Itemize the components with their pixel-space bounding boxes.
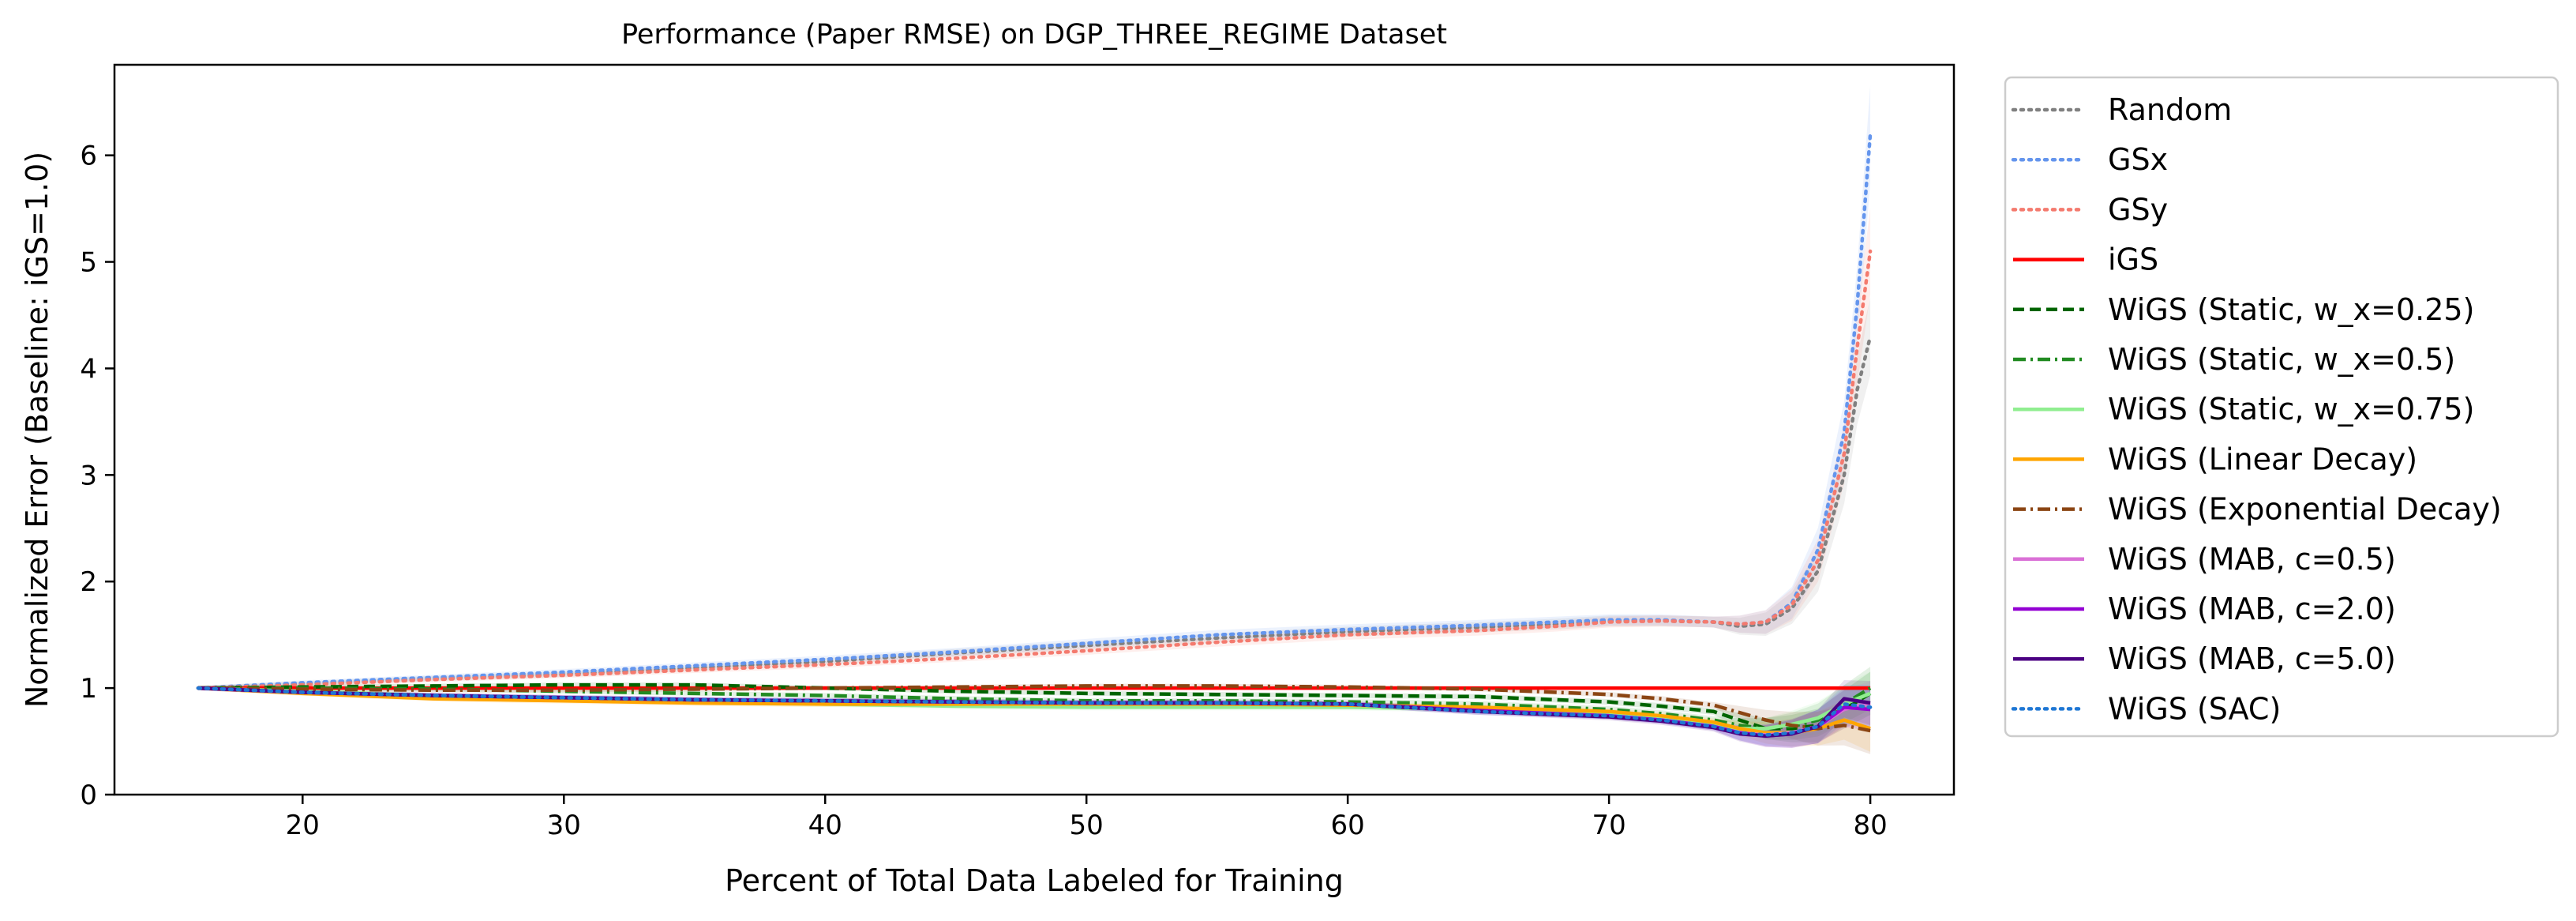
legend-item: GSx [2011, 142, 2168, 177]
legend-label: GSx [2108, 142, 2168, 177]
y-tick-label: 5 [80, 247, 97, 279]
x-tick-label: 60 [1331, 810, 1365, 841]
x-tick-label: 70 [1592, 810, 1625, 841]
legend-item: WiGS (Static, w_x=0.75) [2013, 392, 2474, 427]
x-axis-label: Percent of Total Data Labeled for Traini… [725, 863, 1344, 898]
series-gsy [196, 249, 1873, 690]
x-tick-label: 50 [1070, 810, 1104, 841]
series-gsx [196, 132, 1873, 690]
series-wigs-sac [196, 686, 1873, 737]
y-tick-label: 0 [80, 780, 97, 811]
y-tick-label: 3 [80, 460, 97, 491]
x-axis-ticks: 20 30 40 50 60 70 80 [286, 795, 1888, 841]
legend-label: WiGS (Static, w_x=0.25) [2108, 292, 2474, 327]
series-random [196, 334, 1873, 690]
legend-item: WiGS (MAB, c=0.5) [2013, 542, 2396, 577]
legend-label: WiGS (Exponential Decay) [2108, 492, 2502, 527]
band-wigs-exponential-decay [197, 683, 1871, 754]
x-tick-label: 30 [547, 810, 581, 841]
plot-frame [113, 63, 1955, 796]
legend-label: WiGS (Static, w_x=0.75) [2108, 392, 2474, 427]
legend-label: WiGS (SAC) [2108, 691, 2281, 726]
legend-frame [2004, 76, 2559, 738]
series-wigs-exponential-decay [197, 684, 1871, 733]
legend-label: WiGS (MAB, c=2.0) [2108, 592, 2396, 626]
y-tick-label: 1 [80, 673, 97, 705]
y-axis-label: Normalized Error (Baseline: iGS=1.0) [20, 152, 54, 708]
legend-label: GSy [2108, 192, 2168, 227]
legend: Random GSx GSy iGS WiGS (Static, w_x=0.25) Wi… [2004, 76, 2559, 738]
y-tick-label: 6 [80, 141, 97, 172]
x-tick-label: 20 [286, 810, 320, 841]
band-random [197, 297, 1871, 690]
band-gsy [197, 208, 1871, 690]
legend-label: WiGS (MAB, c=0.5) [2108, 542, 2396, 577]
series-lines [196, 132, 1873, 739]
legend-label: WiGS (MAB, c=5.0) [2108, 641, 2396, 676]
x-tick-label: 80 [1853, 810, 1887, 841]
legend-item: WiGS (Static, w_x=0.25) [2013, 292, 2474, 327]
x-tick-label: 40 [808, 810, 842, 841]
legend-item: WiGS (MAB, c=5.0) [2013, 641, 2396, 676]
chart-title: Performance (Paper RMSE) on DGP_THREE_RE… [621, 19, 1447, 51]
legend-item: iGS [2013, 242, 2158, 277]
legend-item: GSy [2011, 192, 2168, 227]
y-tick-label: 2 [80, 566, 97, 598]
band-gsx [197, 85, 1871, 690]
legend-item: WiGS (Exponential Decay) [2013, 492, 2502, 527]
legend-label: WiGS (Static, w_x=0.5) [2108, 342, 2455, 377]
legend-item: WiGS (MAB, c=2.0) [2013, 592, 2396, 626]
band-wigs-static-w-x-0-5 [197, 667, 1871, 740]
legend-item: WiGS (Static, w_x=0.5) [2013, 342, 2455, 377]
legend-label: WiGS (Linear Decay) [2108, 442, 2417, 476]
y-tick-label: 4 [80, 353, 97, 385]
legend-label: iGS [2108, 242, 2158, 277]
legend-item: WiGS (SAC) [2011, 691, 2281, 726]
y-axis-ticks: 0 1 2 3 4 5 6 [80, 141, 114, 811]
legend-item: Random [2011, 92, 2232, 127]
legend-item: WiGS (Linear Decay) [2013, 442, 2417, 476]
legend-label: Random [2108, 92, 2232, 127]
